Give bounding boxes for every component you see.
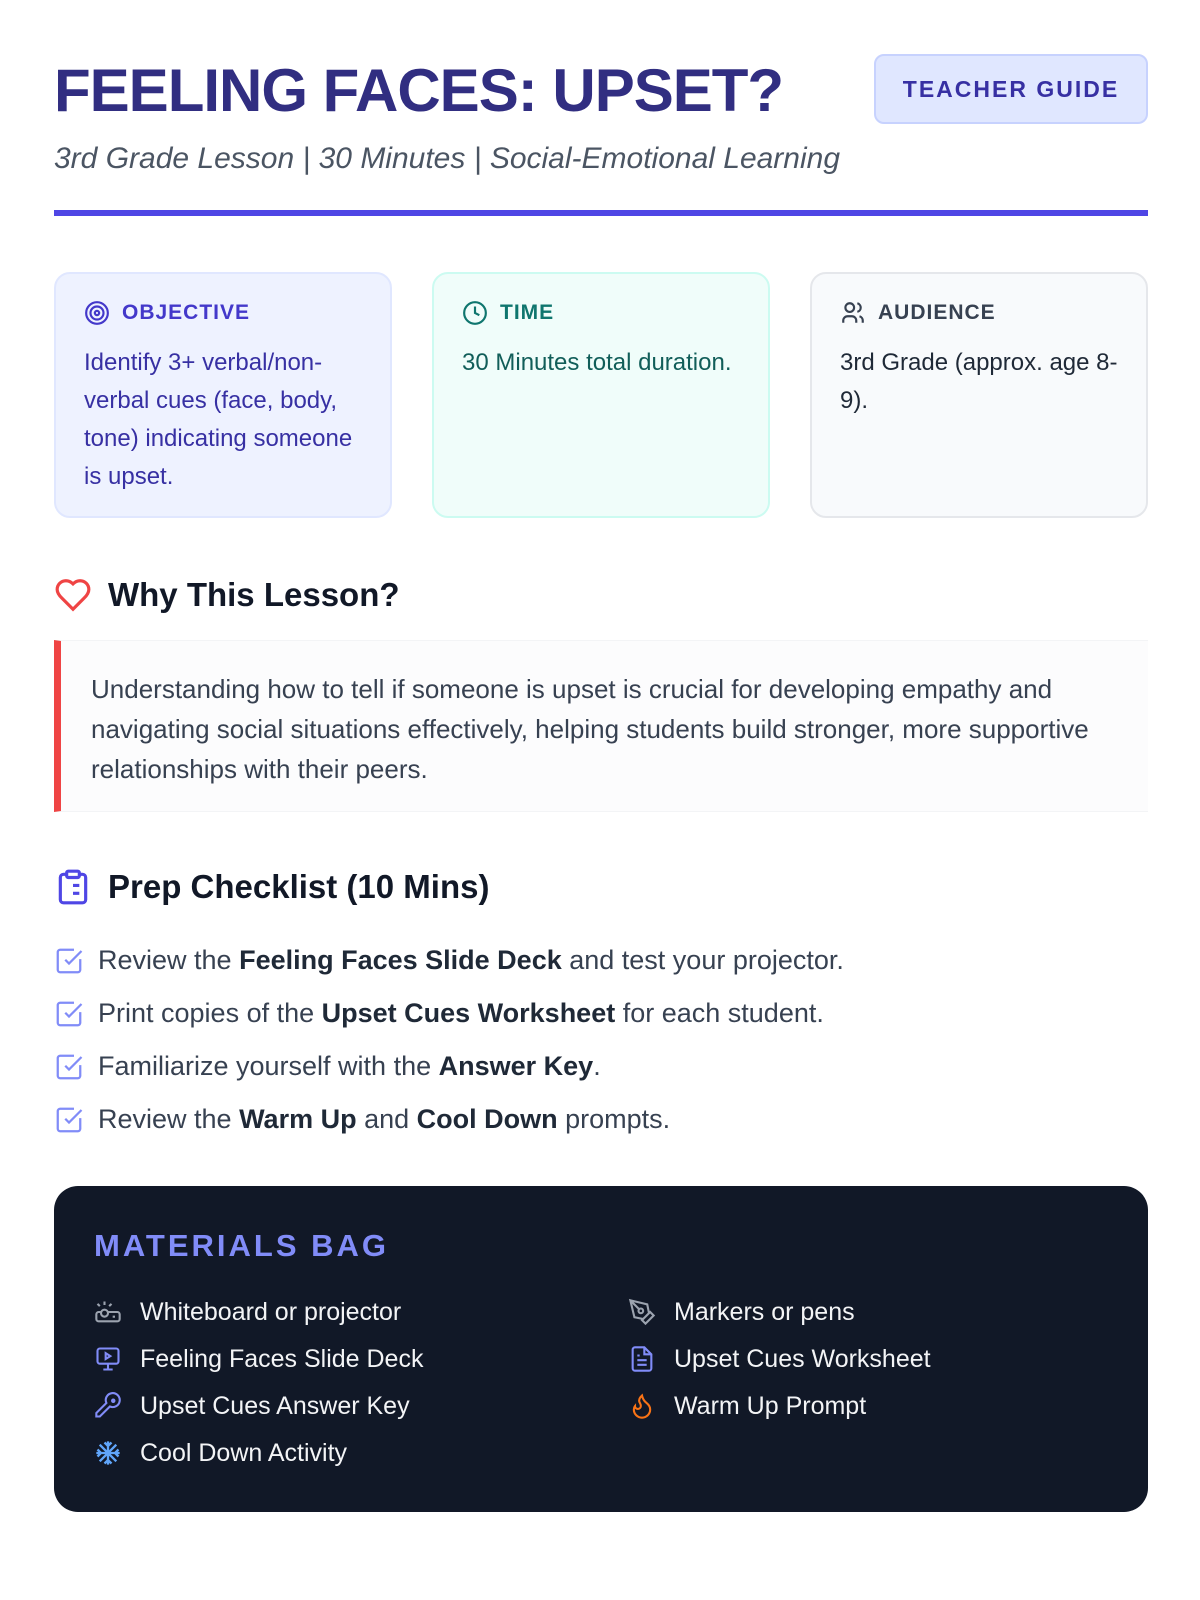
key-icon (95, 1392, 121, 1418)
check-square-icon (56, 1054, 83, 1079)
material-item: Markers or pens (628, 1294, 1108, 1330)
checklist-item[interactable]: Familiarize yourself with the Answer Key… (54, 1040, 844, 1093)
pen-icon (628, 1298, 656, 1326)
materials-bag: MATERIALS BAG Whiteboard or projector Ma… (54, 1186, 1148, 1512)
checklist-item[interactable]: Review the Feeling Faces Slide Deck and … (54, 934, 844, 987)
material-item: Feeling Faces Slide Deck (94, 1341, 628, 1377)
card-text: 30 Minutes total duration. (462, 349, 732, 376)
file-text-icon (631, 1346, 653, 1372)
users-icon (842, 302, 864, 323)
check-square-icon (56, 1107, 83, 1132)
check-square-icon (56, 948, 83, 973)
heart-icon (55, 579, 91, 612)
subtitle: 3rd Grade Lesson | 30 Minutes | Social-E… (54, 142, 841, 175)
check-square-icon (56, 1001, 83, 1026)
card-text: 3rd Grade (approx. age 8-9). (840, 349, 1118, 414)
material-item: Whiteboard or projector (94, 1294, 628, 1330)
projector-icon (95, 1301, 121, 1323)
time-card: TIME 30 Minutes total duration. (432, 272, 770, 518)
info-cards: OBJECTIVE Identify 3+ verbal/non-verbal … (54, 272, 1148, 518)
why-heading: Why This Lesson? (54, 576, 400, 614)
audience-card: AUDIENCE 3rd Grade (approx. age 8-9). (810, 272, 1148, 518)
material-item: Upset Cues Worksheet (628, 1341, 1108, 1377)
checklist-item[interactable]: Review the Warm Up and Cool Down prompts… (54, 1093, 844, 1146)
checklist-item[interactable]: Print copies of the Upset Cues Worksheet… (54, 987, 844, 1040)
card-label: TIME (500, 301, 555, 324)
flame-icon (632, 1393, 652, 1419)
divider (54, 210, 1148, 216)
presentation-icon (96, 1347, 120, 1371)
objective-card: OBJECTIVE Identify 3+ verbal/non-verbal … (54, 272, 392, 518)
material-item: Cool Down Activity (94, 1435, 628, 1471)
materials-heading: MATERIALS BAG (94, 1228, 390, 1263)
section-title: Why This Lesson? (108, 576, 400, 613)
clock-icon (463, 301, 487, 325)
teacher-guide-button[interactable]: TEACHER GUIDE (874, 54, 1148, 124)
material-item: Warm Up Prompt (628, 1388, 1108, 1424)
clipboard-list-icon (58, 869, 88, 905)
why-text: Understanding how to tell if someone is … (54, 640, 1148, 812)
card-text: Identify 3+ verbal/non-verbal cues (face… (84, 349, 353, 490)
target-icon (85, 301, 109, 325)
material-item: Upset Cues Answer Key (94, 1388, 628, 1424)
prep-checklist: Review the Feeling Faces Slide Deck and … (54, 934, 844, 1146)
prep-heading: Prep Checklist (10 Mins) (54, 868, 489, 906)
snowflake-icon (96, 1441, 120, 1465)
section-title: Prep Checklist (10 Mins) (108, 868, 490, 905)
page-title: FEELING FACES: UPSET? (54, 57, 784, 124)
card-label: AUDIENCE (878, 301, 996, 324)
card-label: OBJECTIVE (122, 301, 251, 324)
